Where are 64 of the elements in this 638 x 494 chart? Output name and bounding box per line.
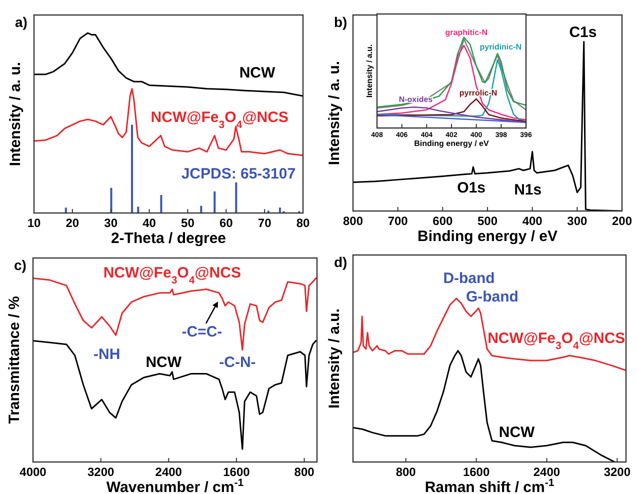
y-axis-title: Transmittance / %	[6, 296, 23, 424]
series-label: NCW@Fe$_{3}$O$_{4}$@NCS	[103, 264, 241, 286]
y-axis-title: Intensity / a.u.	[365, 44, 374, 98]
x-axis-title: Raman shift / cm$^{-1}$	[424, 477, 554, 494]
bar	[110, 188, 112, 213]
text: D-band	[443, 270, 495, 287]
series-label: NCW@Fe$_{3}$O$_{4}$@NCS	[150, 108, 288, 131]
y-axis-title: Intensity / a.u.	[326, 308, 343, 409]
x-tick-label: 3200	[604, 465, 631, 479]
chart-title: b)	[334, 14, 348, 30]
annotation: -C-N-	[219, 354, 256, 372]
bar	[160, 195, 162, 213]
annotation: O1s	[457, 179, 486, 196]
x-tick-label: 800	[396, 465, 416, 479]
x-tick-label: 70	[258, 216, 272, 230]
x-tick-label: 1600	[223, 465, 250, 479]
x-tick-label: 40	[142, 216, 156, 230]
text: C1s	[569, 24, 597, 42]
annotation: -NH	[94, 346, 120, 363]
x-tick-label: 200	[612, 214, 632, 228]
x-axis-title: Wavenumber / cm$^{-1}$	[106, 477, 244, 494]
x-tick-label: 400	[522, 214, 543, 228]
chart-title: c)	[14, 257, 26, 273]
x-tick-label: 60	[219, 216, 234, 230]
x-tick-label: 50	[181, 216, 195, 230]
x-tick-label: 4000	[20, 465, 47, 479]
annotation: N1s	[514, 181, 542, 198]
x-tick-label: 2400	[155, 465, 182, 479]
bar	[200, 206, 202, 213]
x-axis-title: 2-Theta / degree	[110, 230, 226, 247]
x-tick-label: 300	[567, 214, 588, 228]
series-label: graphitic-N	[445, 28, 488, 37]
bar	[130, 124, 133, 213]
x-tick-label: 500	[477, 214, 498, 228]
x-tick-label: 800	[294, 465, 315, 479]
x-tick-label: 3200	[87, 465, 114, 479]
bar	[278, 208, 281, 213]
annotation: -C=C-	[182, 323, 222, 340]
annotation: G-band	[466, 288, 518, 306]
series-label: NCW	[239, 64, 276, 82]
series-label: pyridinic-N	[480, 42, 522, 52]
series-label: NCW	[146, 354, 182, 372]
x-tick-label: 2400	[533, 465, 560, 479]
x-tick-label: 30	[104, 216, 118, 230]
chart-title: d)	[334, 254, 348, 270]
x-axis-title: Binding energy / eV	[414, 139, 490, 148]
x-tick-label: 10	[27, 216, 41, 230]
x-tick-label: 1600	[462, 465, 490, 479]
x-tick-label: 700	[388, 214, 408, 228]
bar	[137, 206, 140, 213]
bar	[214, 191, 216, 213]
series-label: NCW	[498, 424, 536, 441]
x-axis-title: Binding energy / eV	[417, 228, 558, 245]
x-tick-label: 600	[432, 214, 453, 228]
series-label: NCW@Fe$_{3}$O$_{4}$@NCS	[488, 330, 626, 352]
x-tick-label: 20	[66, 216, 80, 230]
y-axis-title: Intensity / a. u.	[326, 60, 343, 166]
bar	[64, 208, 67, 213]
bar	[235, 182, 238, 213]
x-tick-label: 800	[342, 214, 364, 228]
series-label: JCPDS: 65-3107	[181, 165, 296, 182]
x-tick-label: 80	[296, 216, 310, 230]
chart-title: a)	[15, 14, 28, 30]
y-axis-title: Intensity / a. u.	[7, 62, 24, 166]
